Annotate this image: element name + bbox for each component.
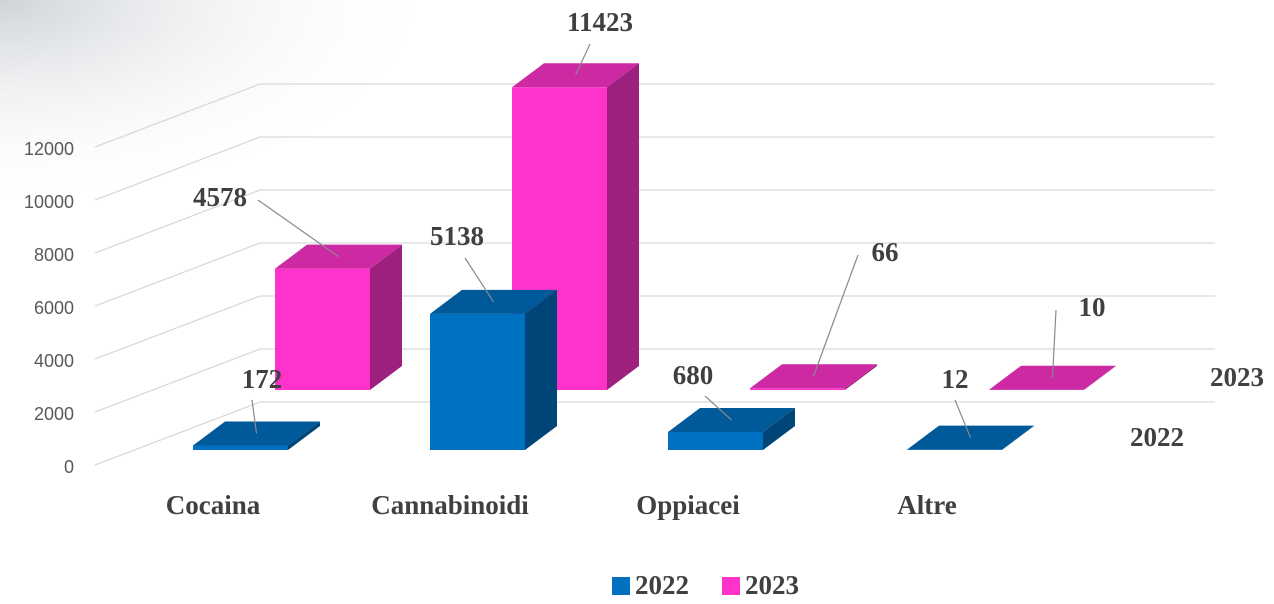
x-tick-label: Oppiacei <box>636 490 740 520</box>
data-label: 4578 <box>193 182 247 212</box>
y-tick-label: 2000 <box>34 404 74 424</box>
leader-line <box>251 399 258 434</box>
depth-label: 2023 <box>1210 362 1264 392</box>
x-tick-label: Altre <box>897 490 956 520</box>
leader-line <box>574 43 591 76</box>
grid-line <box>94 401 1215 466</box>
legend-label: 2023 <box>745 570 799 600</box>
bar-side <box>1002 425 1034 450</box>
leader-line <box>954 399 972 438</box>
data-label: 12 <box>942 364 969 394</box>
data-label: 11423 <box>567 7 633 37</box>
data-label: 66 <box>872 237 899 267</box>
bar-side <box>370 244 402 390</box>
leader-line <box>464 257 495 303</box>
bar-front <box>430 313 525 450</box>
y-tick-label: 4000 <box>34 351 74 371</box>
bar-side <box>607 63 639 391</box>
grid-line <box>94 189 1215 254</box>
bar-front <box>750 388 845 390</box>
data-label: 172 <box>242 364 283 394</box>
data-label: 5138 <box>430 221 484 251</box>
bar-side <box>763 407 795 450</box>
grid-line <box>94 83 1215 148</box>
leader-line <box>812 254 859 377</box>
y-tick-label: 8000 <box>34 245 74 265</box>
legend-swatch <box>612 577 630 595</box>
bar-front <box>275 268 370 390</box>
bar-front <box>193 445 288 450</box>
bar-front <box>668 431 763 450</box>
grid-line <box>94 348 1215 413</box>
legend-swatch <box>722 577 740 595</box>
depth-label: 2022 <box>1130 422 1184 452</box>
bar <box>275 244 402 390</box>
data-label: 680 <box>673 360 714 390</box>
y-tick-label: 10000 <box>24 192 74 212</box>
bar-side <box>288 421 320 450</box>
legend-label: 2022 <box>635 570 689 600</box>
bar-side <box>525 289 557 450</box>
leader-line <box>704 395 732 421</box>
y-tick-label: 6000 <box>34 298 74 318</box>
grid-line <box>94 242 1215 307</box>
x-tick-label: Cannabinoidi <box>371 490 529 520</box>
grid-line <box>94 136 1215 201</box>
leader-line <box>1051 309 1057 378</box>
grid-line <box>94 295 1215 360</box>
x-tick-label: Cocaina <box>166 490 261 520</box>
bar-side <box>1084 365 1116 390</box>
leader-line <box>257 199 339 258</box>
data-label: 10 <box>1079 292 1106 322</box>
bar <box>430 289 557 450</box>
y-tick-label: 12000 <box>24 139 74 159</box>
bar-side <box>845 364 877 390</box>
y-tick-label: 0 <box>64 457 74 477</box>
